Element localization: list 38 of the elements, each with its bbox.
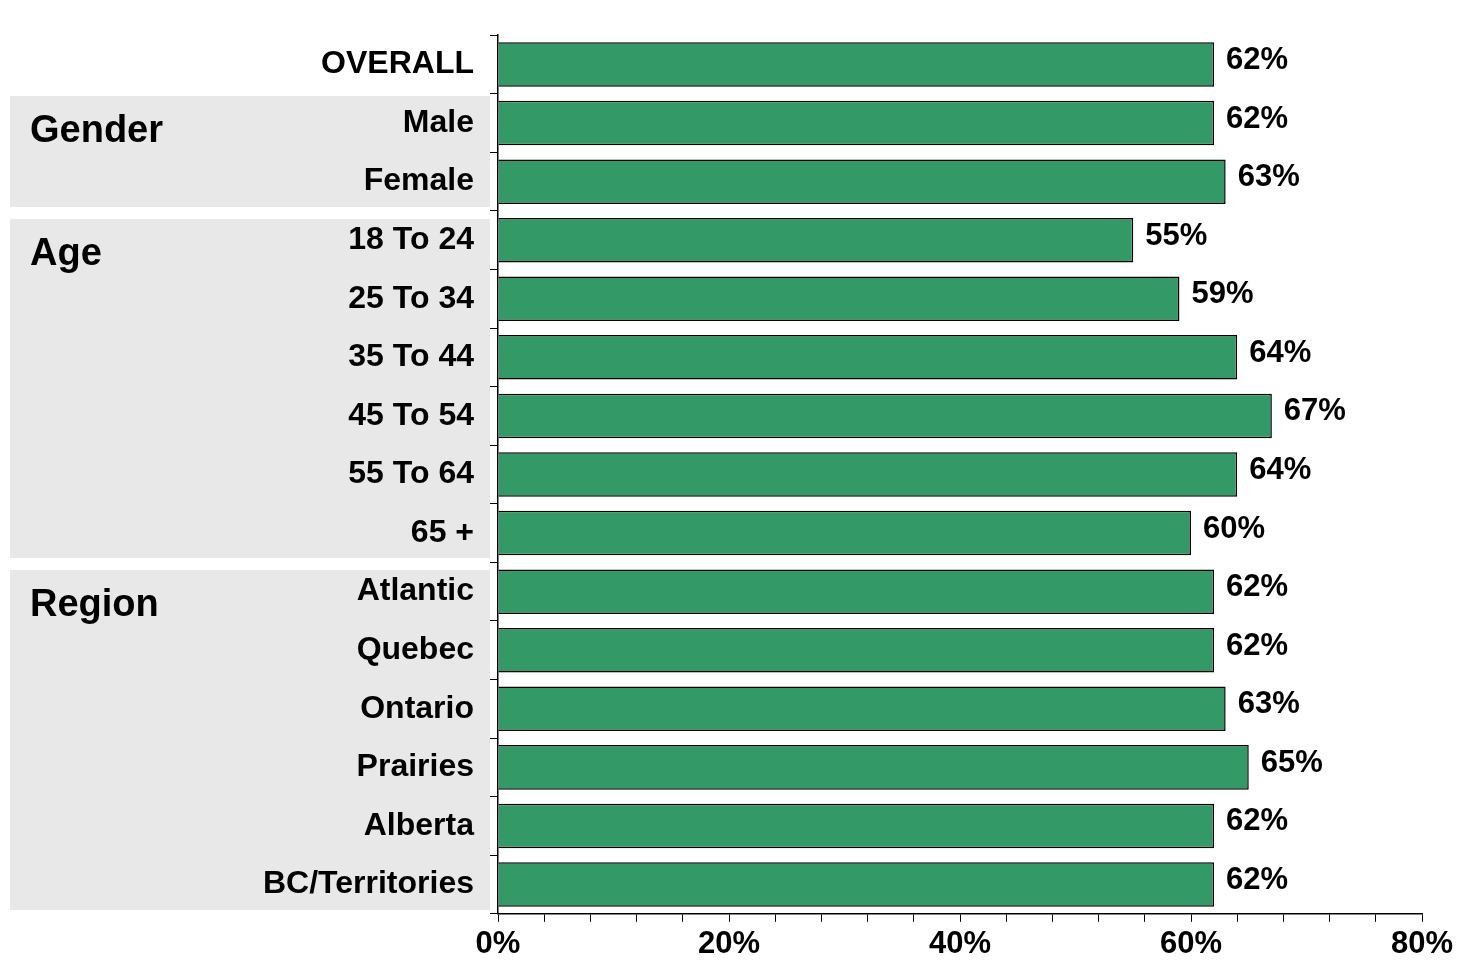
data-label: 62% bbox=[1226, 802, 1289, 838]
data-label: 67% bbox=[1283, 392, 1346, 428]
text: Age bbox=[30, 230, 102, 274]
y-tick-label: Male bbox=[402, 102, 474, 139]
x-tick-label: 60% bbox=[1159, 924, 1223, 960]
y-tick-label: Female bbox=[363, 161, 474, 198]
data-label: 63% bbox=[1237, 158, 1300, 194]
y-tick-label: Alberta bbox=[363, 805, 475, 842]
y-tick-label: 18 To 24 bbox=[348, 220, 475, 257]
data-label: 59% bbox=[1191, 275, 1254, 311]
y-tick-label: Ontario bbox=[360, 688, 474, 725]
data-label: 62% bbox=[1226, 568, 1289, 604]
x-tick-label: 0% bbox=[475, 924, 521, 960]
x-tick-label: 20% bbox=[697, 924, 761, 960]
y-tick-label: OVERALL bbox=[321, 44, 474, 81]
data-label: 62% bbox=[1226, 626, 1289, 662]
data-label: 63% bbox=[1237, 685, 1300, 721]
data-label: 62% bbox=[1226, 99, 1289, 135]
text: Gender bbox=[30, 107, 164, 151]
data-label: 65% bbox=[1260, 743, 1323, 779]
x-tick-label: 40% bbox=[928, 924, 992, 960]
x-tick-label: 80% bbox=[1390, 924, 1454, 960]
data-label: 62% bbox=[1226, 41, 1289, 77]
y-tick-label: Quebec bbox=[356, 630, 474, 667]
y-tick-label: 55 To 64 bbox=[348, 454, 475, 491]
y-tick-label: Atlantic bbox=[356, 571, 474, 608]
data-label: 62% bbox=[1226, 861, 1289, 897]
text: Region bbox=[30, 582, 159, 626]
data-label: 60% bbox=[1203, 509, 1266, 545]
data-label: 64% bbox=[1249, 333, 1312, 369]
data-label: 55% bbox=[1145, 216, 1208, 252]
y-tick-label: 35 To 44 bbox=[348, 337, 475, 374]
y-tick-label: Prairies bbox=[356, 747, 474, 784]
y-tick-label: 25 To 34 bbox=[348, 278, 475, 315]
data-label: 64% bbox=[1249, 451, 1312, 487]
y-tick-label: BC/Territories bbox=[262, 864, 474, 901]
y-tick-label: 65 + bbox=[410, 512, 474, 549]
y-tick-label: 45 To 54 bbox=[348, 395, 475, 432]
